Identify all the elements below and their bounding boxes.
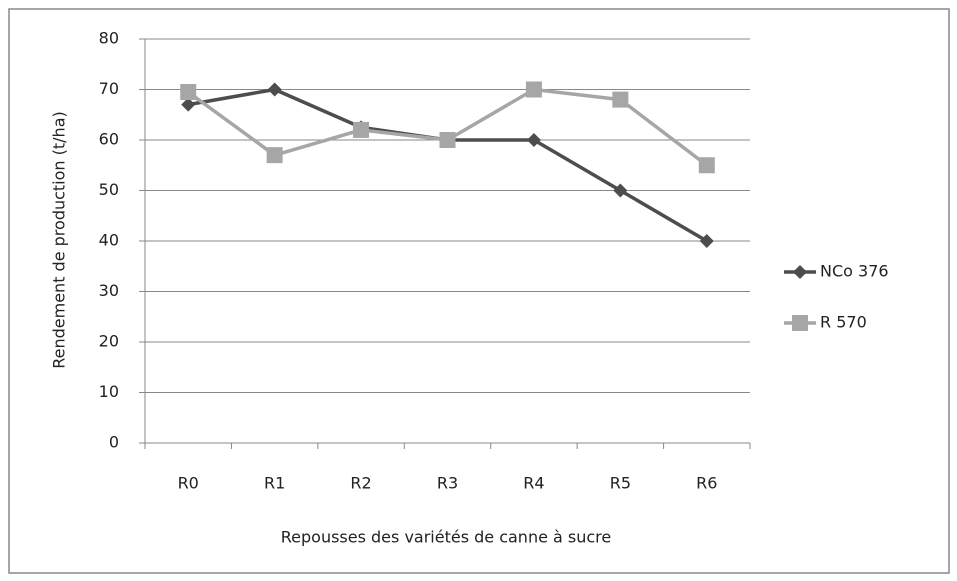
legend-label: R 570 <box>820 313 867 332</box>
data-point <box>526 133 541 147</box>
data-point <box>613 183 628 198</box>
legend-label: NCo 376 <box>820 262 889 281</box>
y-tick-label: 50 <box>99 180 119 199</box>
data-point <box>525 81 542 98</box>
data-point <box>353 121 370 138</box>
y-tick-label: 60 <box>99 130 119 149</box>
y-axis-label: Rendement de production (t/ha) <box>50 111 69 369</box>
data-point <box>180 84 197 101</box>
y-tick-label: 80 <box>99 29 119 48</box>
x-tick-label: R3 <box>437 474 458 493</box>
y-tick-label: 40 <box>99 231 119 250</box>
legend-marker <box>792 315 808 331</box>
data-point <box>612 91 629 108</box>
data-point <box>181 97 196 112</box>
y-tick-label: 20 <box>99 332 119 351</box>
data-point <box>439 132 456 148</box>
x-axis-label: Repousses des variétés de canne à sucre <box>281 528 612 547</box>
data-point <box>266 147 283 164</box>
y-tick-label: 70 <box>99 79 119 98</box>
data-point <box>267 82 282 97</box>
x-tick-label: R6 <box>696 474 717 493</box>
data-point <box>698 157 715 174</box>
x-tick-label: R1 <box>264 474 285 493</box>
x-tick-label: R5 <box>610 474 631 493</box>
x-tick-label: R4 <box>523 474 544 493</box>
x-tick-label: R0 <box>178 474 199 493</box>
y-tick-label: 10 <box>99 382 119 401</box>
y-tick-label: 0 <box>109 433 119 452</box>
data-point <box>699 234 714 248</box>
y-tick-label: 30 <box>99 281 119 300</box>
x-tick-label: R2 <box>350 474 371 493</box>
legend-marker <box>793 265 807 279</box>
